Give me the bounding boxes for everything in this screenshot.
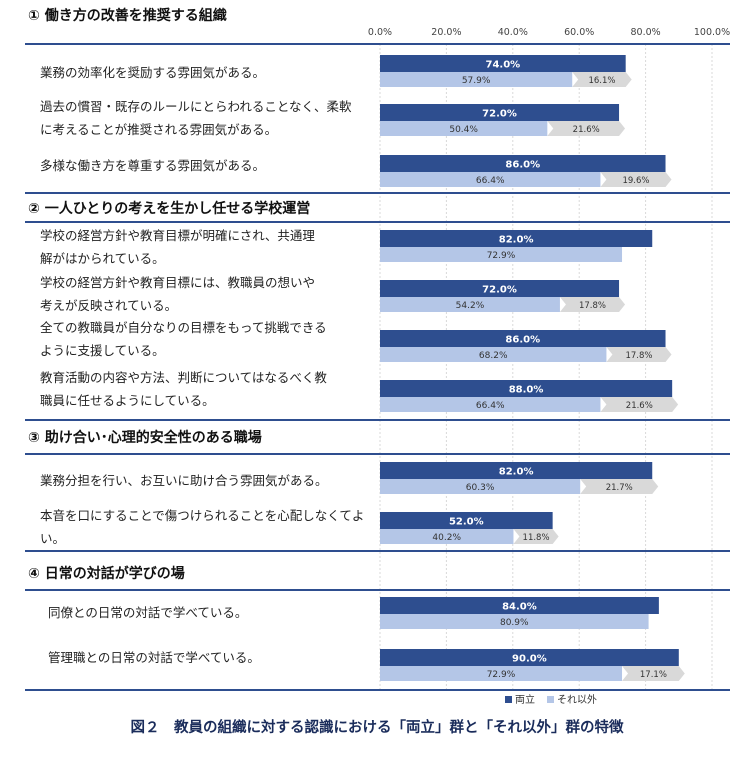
x-tick-label: 60.0% [564,27,594,38]
value-label-other: 72.9% [487,670,516,680]
value-label-ryoritsu: 72.0% [482,109,517,120]
legend-label-ryoritsu: 両立 [515,693,535,706]
value-label-other: 68.2% [479,351,508,361]
value-label-other: 72.9% [487,251,516,261]
bar-other [380,479,581,494]
bar-ryoritsu [380,380,673,397]
item-label: ように支援している。 [40,343,165,358]
bar-other [380,347,607,362]
value-label-ryoritsu: 72.0% [482,285,517,296]
bar-ryoritsu [380,280,620,297]
item-label: 業務分担を行い、お互いに助け合う雰囲気がある。 [40,473,328,488]
item-label: 多様な働き方を尊重する雰囲気がある。 [40,158,265,173]
bar-ryoritsu [380,462,653,479]
bar-other [380,529,514,544]
difference-label: 11.8% [523,533,550,543]
value-label-other: 40.2% [432,533,461,543]
x-tick-label: 20.0% [431,27,461,38]
item-label: い。 [40,531,65,546]
value-label-other: 50.4% [449,125,478,135]
value-label-ryoritsu: 88.0% [509,385,544,396]
section-title: ④ 日常の対話が学びの場 [28,565,185,582]
difference-label: 17.1% [640,670,667,680]
item-label: 本音を口にすることで傷つけられることを心配しなくてよ [40,508,364,523]
x-tick-label: 100.0% [694,27,730,38]
bar-other [380,72,573,87]
item-label: に考えることが推奨される雰囲気がある。 [40,122,277,137]
value-label-ryoritsu: 86.0% [505,160,540,171]
bar-other [380,614,649,629]
value-label-ryoritsu: 74.0% [485,60,520,71]
value-label-ryoritsu: 82.0% [499,235,534,246]
bar-ryoritsu [380,597,659,614]
value-label-other: 57.9% [462,76,491,86]
bar-ryoritsu [380,155,666,172]
value-label-ryoritsu: 90.0% [512,654,547,665]
item-label: 考えが反映されている。 [40,298,177,313]
x-tick-label: 40.0% [498,27,528,38]
item-label: 業務の効率化を奨励する雰囲気がある。 [40,65,265,80]
bar-ryoritsu [380,512,553,529]
bar-other [380,397,601,412]
item-label: 解がはかられている。 [40,251,165,266]
bar-other [380,247,623,262]
value-label-other: 60.3% [466,483,495,493]
x-tick-label: 80.0% [631,27,661,38]
legend-label-other: それ以外 [557,694,597,706]
bar-ryoritsu [380,230,653,247]
difference-label: 17.8% [625,351,652,361]
section-title: ① 働き方の改善を推奨する組織 [28,7,227,24]
difference-badge [606,347,672,362]
difference-badge [513,529,559,544]
difference-badge [600,397,679,412]
item-label: 同僚との日常の対話で学べている。 [48,605,247,620]
item-label: 職員に任せるようにしている。 [40,393,215,408]
difference-label: 19.6% [622,176,649,186]
value-label-other: 80.9% [500,618,529,628]
legend-swatch-other [547,696,554,703]
value-label-ryoritsu: 82.0% [499,467,534,478]
difference-badge [580,479,659,494]
item-label: 教育活動の内容や方法、判断についてはなるべく教 [40,370,327,385]
difference-badge [559,297,626,312]
difference-label: 21.6% [573,125,600,135]
bar-other [380,172,601,187]
item-label: 過去の慣習・既存のルールにとらわれることなく、柔軟 [40,99,352,114]
value-label-other: 66.4% [476,401,505,411]
figure-caption: 図２ 教員の組織に対する認識における「両立」群と「それ以外」群の特徴 [131,718,624,736]
item-label: 学校の経営方針や教育目標が明確にされ、共通理 [40,228,315,243]
legend-swatch-ryoritsu [505,696,512,703]
item-label: 管理職との日常の対話で学べている。 [48,650,260,665]
bar-other [380,297,560,312]
difference-badge [547,121,626,136]
difference-label: 21.7% [606,483,633,493]
bar-other [380,666,623,681]
bar-ryoritsu [380,55,626,72]
difference-label: 21.6% [626,401,653,411]
difference-label: 16.1% [588,76,615,86]
bar-ryoritsu [380,330,666,347]
value-label-ryoritsu: 86.0% [505,335,540,346]
difference-label: 17.8% [579,301,606,311]
difference-badge [572,72,632,87]
bar-other [380,121,548,136]
difference-badge [600,172,672,187]
value-label-other: 54.2% [456,301,485,311]
bar-ryoritsu [380,649,679,666]
x-tick-label: 0.0% [368,27,392,38]
value-label-ryoritsu: 84.0% [502,602,537,613]
difference-badge [622,666,685,681]
item-label: 学校の経営方針や教育目標には、教職員の想いや [40,275,315,290]
value-label-other: 66.4% [476,176,505,186]
value-label-ryoritsu: 52.0% [449,517,484,528]
bar-ryoritsu [380,104,620,121]
section-title: ③ 助け合い･心理的安全性のある職場 [28,429,262,446]
section-title: ② 一人ひとりの考えを生かし任せる学校運営 [28,200,310,217]
item-label: 全ての教職員が自分なりの目標をもって挑戦できる [40,320,327,335]
